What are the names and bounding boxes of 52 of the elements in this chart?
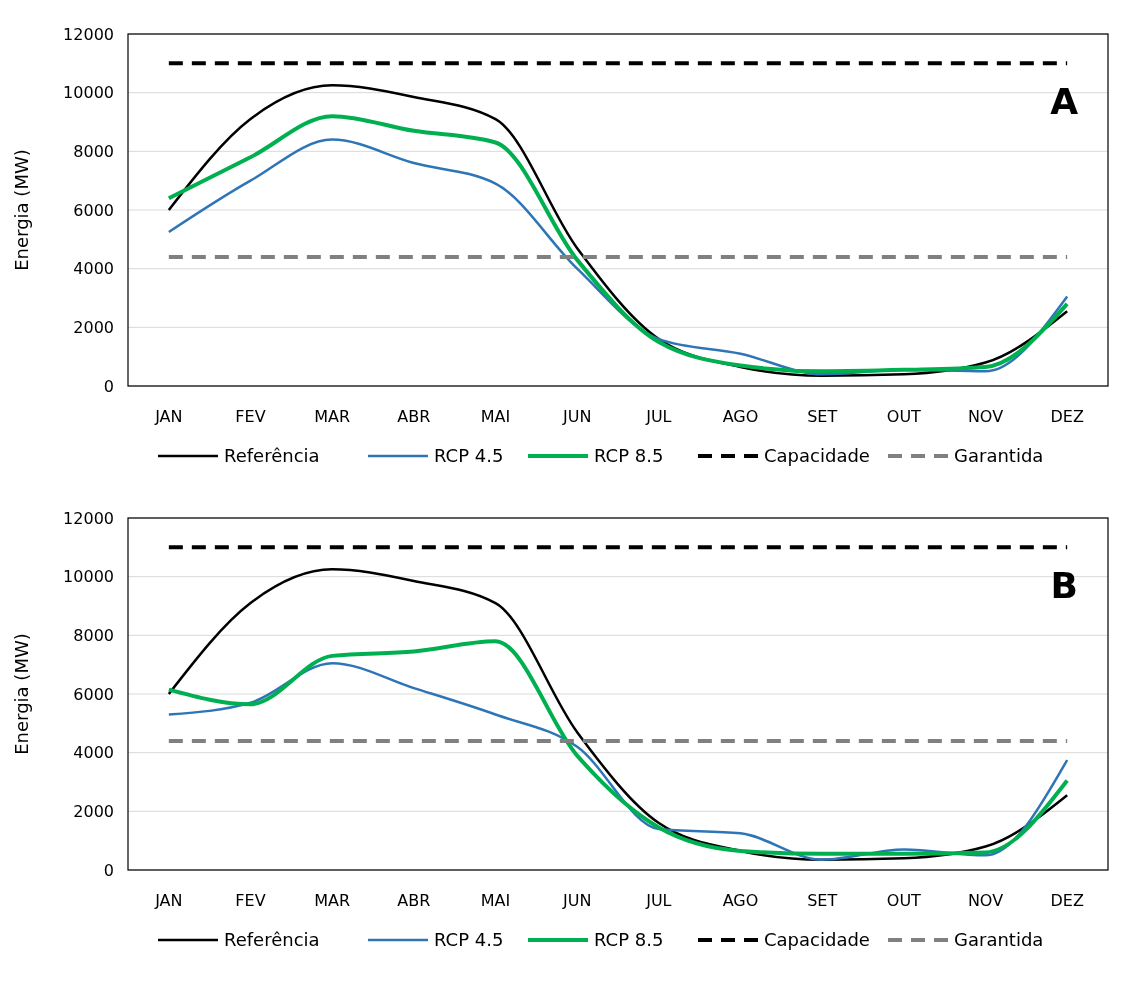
y-tick-label: 0 — [103, 376, 114, 396]
x-tick-label: SET — [807, 407, 838, 426]
y-tick-label: 12000 — [63, 508, 114, 528]
annotation: A — [1050, 81, 1079, 122]
y-tick-label: 6000 — [73, 200, 114, 220]
x-tick-label: MAI — [480, 891, 511, 910]
x-tick-label: JAN — [154, 891, 183, 910]
legend-label: RCP 8.5 — [594, 929, 664, 951]
legend-label: Referência — [224, 929, 320, 951]
x-tick-label: FEV — [235, 891, 266, 910]
x-tick-label: MAI — [480, 407, 511, 426]
x-tick-label: DEZ — [1050, 407, 1084, 426]
x-tick-label: JUN — [561, 407, 592, 426]
x-tick-label: ABR — [397, 407, 431, 426]
x-tick-label: DEZ — [1050, 891, 1084, 910]
y-tick-label: 12000 — [63, 24, 114, 44]
x-tick-label: JUN — [561, 891, 592, 910]
y-tick-label: 10000 — [63, 567, 114, 587]
legend-label: Capacidade — [764, 929, 870, 951]
legend-label: RCP 4.5 — [434, 929, 504, 951]
legend-label: Capacidade — [764, 445, 870, 467]
y-tick-label: 10000 — [63, 83, 114, 103]
legend-label: Garantida — [954, 445, 1044, 467]
y-tick-label: 4000 — [73, 743, 114, 763]
y-tick-label: 4000 — [73, 259, 114, 279]
x-tick-label: ABR — [397, 891, 431, 910]
y-tick-label: 8000 — [73, 625, 114, 645]
y-axis-title: Energia (MW) — [11, 633, 32, 755]
x-tick-label: NOV — [967, 891, 1004, 910]
x-tick-label: OUT — [886, 407, 922, 426]
x-tick-label: MAR — [314, 891, 351, 910]
y-tick-label: 8000 — [73, 141, 114, 161]
x-tick-label: AGO — [722, 891, 759, 910]
y-axis-title: Energia (MW) — [11, 149, 32, 271]
legend-label: Referência — [224, 445, 320, 467]
y-tick-label: 2000 — [73, 801, 114, 821]
x-tick-label: JAN — [154, 407, 183, 426]
x-tick-label: FEV — [235, 407, 266, 426]
legend-label: Garantida — [954, 929, 1044, 951]
x-tick-label: AGO — [722, 407, 759, 426]
y-tick-label: 6000 — [73, 684, 114, 704]
x-tick-label: OUT — [886, 891, 922, 910]
legend-label: RCP 8.5 — [594, 445, 664, 467]
x-tick-label: MAR — [314, 407, 351, 426]
x-tick-label: NOV — [967, 407, 1004, 426]
y-tick-label: 0 — [103, 860, 114, 880]
y-tick-label: 2000 — [73, 317, 114, 337]
x-tick-label: SET — [807, 891, 838, 910]
x-tick-label: JUL — [645, 891, 672, 910]
x-tick-label: JUL — [645, 407, 672, 426]
legend-label: RCP 4.5 — [434, 445, 504, 467]
annotation: B — [1050, 565, 1078, 606]
